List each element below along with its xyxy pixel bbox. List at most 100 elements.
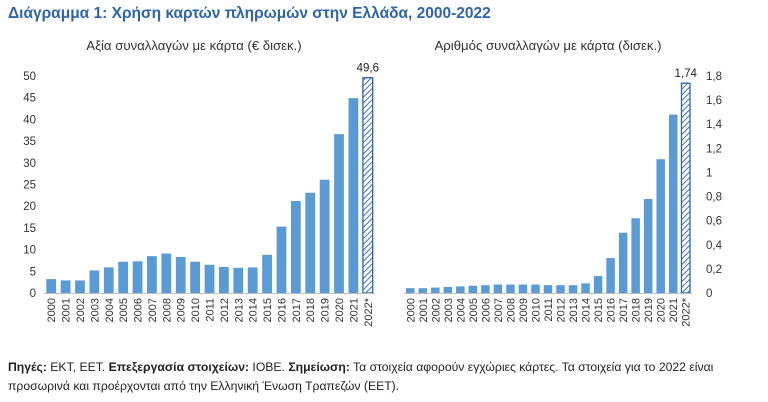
value-bar-2022-provisional <box>362 77 374 294</box>
value-ytick-label: 10 <box>23 245 36 257</box>
value-bar-2017 <box>290 200 301 293</box>
value-xtick-label: 2019 <box>320 298 332 322</box>
value-ytick-label: 15 <box>23 223 36 235</box>
count-ytick-label: 1,8 <box>706 71 722 83</box>
count-xtick-label: 2007 <box>493 298 505 322</box>
figure-title: Διάγραμμα 1: Χρήση καρτών πληρωμών στην … <box>8 5 491 22</box>
value-bar-2007 <box>147 256 157 293</box>
count-bar-2013 <box>568 285 578 293</box>
count-xtick-label: 2005 <box>468 298 480 322</box>
value-ytick-label: 20 <box>23 201 36 213</box>
count-xtick-label: 2019 <box>643 298 655 322</box>
value-bar-2004 <box>103 267 114 293</box>
count-chart-title: Αριθμός συναλλαγών με κάρτα (δισεκ.) <box>435 38 662 53</box>
value-xtick-label: 2014 <box>248 298 260 322</box>
value-ytick-label: 0 <box>30 288 36 300</box>
count-ytick-label: 1,6 <box>706 95 722 107</box>
value-xtick-label: 2021 <box>348 298 360 322</box>
value-bar-2000 <box>46 279 57 293</box>
value-xtick-label: 2012 <box>219 298 231 322</box>
value-xtick-label: 2008 <box>161 298 173 322</box>
value-bar-2010 <box>190 261 201 293</box>
sources-text: ΕΚΤ, ΕΕΤ. <box>46 360 109 374</box>
card-value-chart: Αξία συναλλαγών με κάρτα (€ δισεκ.) 0 5 10 1… <box>23 38 379 327</box>
note-label: Σημείωση: <box>288 360 350 374</box>
count-xtick-label: 2016 <box>606 298 618 322</box>
count-bar-2003 <box>443 286 453 293</box>
count-bar-2014 <box>581 283 590 293</box>
count-bar-2008 <box>506 284 515 293</box>
value-ytick-label: 35 <box>23 136 36 148</box>
count-bar-2020 <box>656 159 665 293</box>
value-bar-2019 <box>319 179 330 293</box>
value-xtick-label: 2009 <box>176 298 188 322</box>
count-xtick-label: 2008 <box>505 298 517 322</box>
value-xtick-label: 2015 <box>262 298 274 322</box>
value-xtick-label: 2011 <box>205 298 217 322</box>
count-xtick-label: 2011 <box>543 298 555 322</box>
count-xtick-label: 2012 <box>556 298 568 322</box>
value-bar-2008 <box>161 253 172 293</box>
count-xtick-label: 2018 <box>631 298 643 322</box>
value-bar-2016 <box>276 226 287 293</box>
value-ytick-label: 30 <box>23 158 36 170</box>
value-bar-2021 <box>348 98 359 293</box>
count-xtick-label: 2013 <box>568 298 580 322</box>
value-xtick-label: 2000 <box>46 298 58 322</box>
processing-text: ΙΟΒΕ. <box>249 360 289 374</box>
count-xtick-label: 2006 <box>480 298 492 322</box>
value-bar-2009 <box>175 256 186 293</box>
value-xtick-label: 2018 <box>305 298 317 322</box>
value-ytick-label: 40 <box>23 114 36 126</box>
count-bar-2022-provisional <box>680 82 691 294</box>
value-xtick-label: 2003 <box>89 298 101 322</box>
count-ytick-label: 0,8 <box>706 192 722 204</box>
count-ytick-label: 1,2 <box>706 143 722 155</box>
count-bar-2018 <box>631 218 640 293</box>
value-bar-2013 <box>233 267 244 293</box>
value-xtick-label: 2002 <box>75 298 87 322</box>
value-ytick-label: 5 <box>30 266 36 278</box>
count-bar-2012 <box>556 285 565 293</box>
count-bar-2009 <box>518 284 528 293</box>
count-bar-2007 <box>493 284 503 293</box>
value-xtick-label: 2010 <box>190 298 202 322</box>
value-bar-2012 <box>218 266 229 293</box>
count-bar-2010 <box>531 284 540 293</box>
count-xtick-label: 2001 <box>418 298 430 322</box>
value-bar-2002 <box>75 280 85 293</box>
value-xtick-label: 2016 <box>276 298 288 322</box>
count-ytick-label: 0,4 <box>706 240 723 252</box>
value-xtick-label: 2007 <box>147 298 159 322</box>
count-xtick-label: 2020 <box>656 298 668 322</box>
value-bar-2015 <box>262 254 272 293</box>
value-data-label: 49,6 <box>357 63 379 75</box>
count-ytick-label: 0 <box>706 288 712 300</box>
count-xtick-label: 2000 <box>405 298 417 322</box>
count-xtick-label: 2003 <box>443 298 455 322</box>
count-ytick-label: 1 <box>706 167 712 179</box>
value-xtick-label: 2017 <box>291 298 303 322</box>
value-bar-2020 <box>334 134 344 293</box>
count-bar-2006 <box>481 285 490 293</box>
count-xtick-label: 2022* <box>681 297 693 326</box>
count-bar-2017 <box>618 232 628 293</box>
count-bar-2021 <box>668 114 678 293</box>
value-xtick-label: 2013 <box>233 298 245 322</box>
value-xtick-label: 2022* <box>363 297 375 326</box>
count-xtick-label: 2009 <box>518 298 530 322</box>
value-ytick-label: 50 <box>23 71 36 83</box>
count-bar-2002 <box>431 287 440 293</box>
value-bar-2014 <box>247 267 258 293</box>
count-xtick-label: 2015 <box>593 298 605 322</box>
value-bar-2001 <box>60 280 71 293</box>
processing-label: Επεξεργασία στοιχείων: <box>108 360 250 374</box>
count-xtick-label: 2002 <box>430 298 442 322</box>
value-xtick-label: 2004 <box>104 298 116 322</box>
count-bar-2019 <box>643 198 653 293</box>
count-ytick-label: 1,4 <box>706 119 723 131</box>
count-bar-2001 <box>418 288 428 293</box>
value-bar-2018 <box>305 192 316 293</box>
card-count-chart: Αριθμός συναλλαγών με κάρτα (δισεκ.) 0 0,2… <box>404 38 723 327</box>
value-xtick-label: 2006 <box>133 298 145 322</box>
